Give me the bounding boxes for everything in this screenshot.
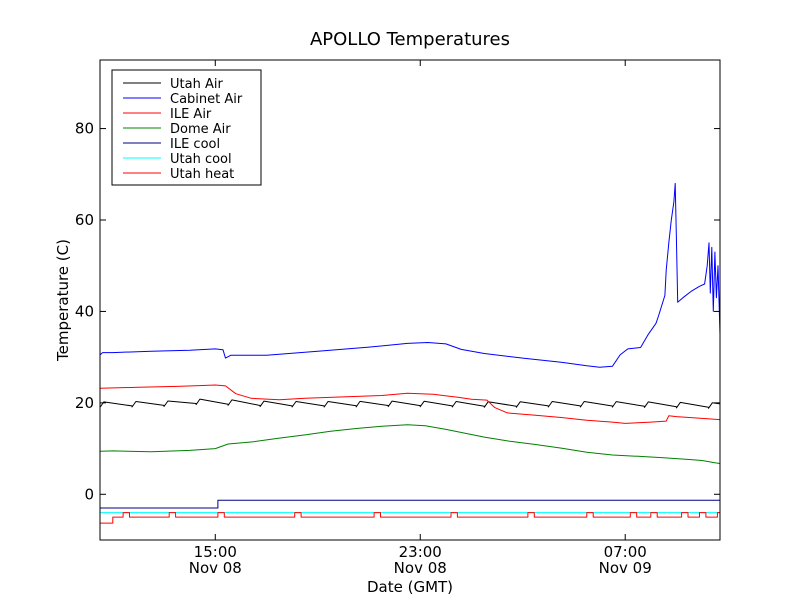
series-line-ile-air (100, 384, 720, 424)
series-line-cabinet-air (100, 182, 720, 368)
legend-label: Dome Air (170, 122, 231, 137)
y-tick-label: 0 (84, 485, 94, 503)
x-tick-label-time: 23:00 (399, 543, 442, 561)
series-line-utah-heat (100, 512, 720, 524)
x-tick-label-time: 07:00 (604, 543, 647, 561)
y-tick-label: 40 (75, 302, 94, 320)
legend-label: Utah heat (170, 167, 234, 182)
series-line-utah-air (100, 398, 720, 409)
legend-label: Utah Air (170, 77, 223, 92)
x-tick-label-date: Nov 09 (599, 559, 652, 577)
y-tick-label: 20 (75, 394, 94, 412)
x-tick-label-time: 15:00 (194, 543, 237, 561)
plot-area-frame (99, 59, 721, 541)
y-tick-label: 80 (75, 120, 94, 138)
series-layer (100, 182, 720, 524)
x-axis-label: Date (GMT) (367, 578, 453, 596)
legend-label: ILE cool (170, 137, 220, 152)
x-tick-label-date: Nov 08 (189, 559, 242, 577)
series-line-dome-air (100, 424, 720, 464)
series-line-ile-cool (100, 499, 720, 509)
y-axis-label: Temperature (C) (54, 239, 72, 362)
legend-label: Cabinet Air (170, 92, 243, 107)
y-tick-label: 60 (75, 211, 94, 229)
chart-title: APOLLO Temperatures (310, 29, 510, 50)
legend-label: ILE Air (170, 107, 212, 122)
legend-label: Utah cool (170, 152, 232, 167)
x-tick-label-date: Nov 08 (394, 559, 447, 577)
